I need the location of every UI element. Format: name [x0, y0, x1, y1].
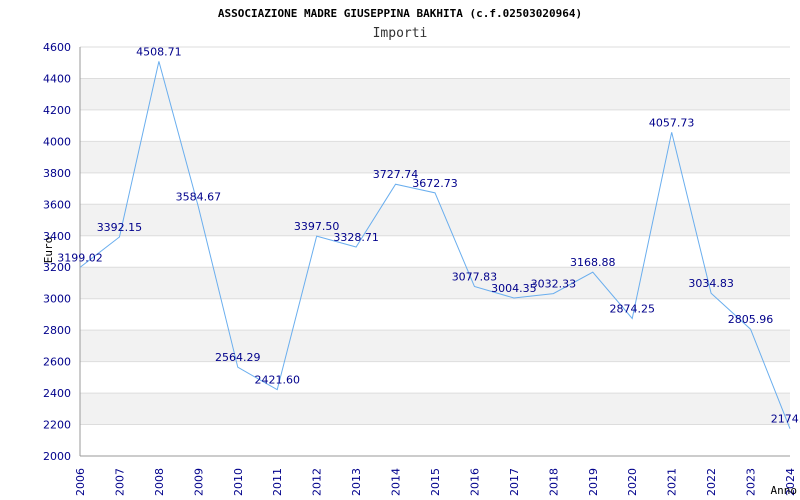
x-tick-label: 2016: [468, 468, 481, 496]
data-label: 3077.83: [452, 270, 498, 283]
y-tick-label: 2000: [43, 450, 71, 463]
grid-band: [80, 393, 790, 425]
data-label: 3392.15: [97, 221, 143, 234]
grid-band: [80, 172, 790, 205]
grid-bands: [80, 46, 790, 457]
data-label: 3727.74: [373, 168, 419, 181]
x-tick-label: 2008: [153, 468, 166, 496]
grid-band: [80, 330, 790, 362]
x-tick-label: 2006: [74, 468, 87, 496]
x-tick-label: 2023: [745, 468, 758, 496]
data-label: 4057.73: [649, 116, 695, 129]
data-label: 2174.0: [771, 413, 800, 426]
data-label: 2421.60: [254, 374, 300, 387]
y-tick-label: 2400: [43, 387, 71, 400]
data-label: 3328.71: [333, 231, 379, 244]
x-tick-label: 2018: [547, 468, 560, 496]
data-labels: 3199.02 3392.15 4508.71 3584.67 2564.29 2421.…: [57, 45, 800, 425]
grid-band: [80, 267, 790, 299]
y-tick-label: 3800: [43, 167, 71, 180]
x-tick-label: 2024: [784, 468, 797, 496]
y-tick-label: 2200: [43, 419, 71, 432]
data-label: 3034.83: [688, 277, 734, 290]
data-label: 3168.88: [570, 256, 616, 269]
y-tick-label: 2600: [43, 356, 71, 369]
data-label: 3199.02: [57, 251, 103, 264]
grid-band: [80, 78, 790, 110]
y-tick-label: 4400: [43, 72, 71, 85]
grid-band: [80, 424, 790, 456]
data-label: 2564.29: [215, 351, 261, 364]
y-tick-label: 4200: [43, 104, 71, 117]
x-tick-label: 2015: [429, 468, 442, 496]
chart-subtitle: Importi: [373, 26, 428, 41]
grid-band: [80, 298, 790, 331]
data-label: 3672.73: [412, 177, 458, 190]
y-tick-label: 3000: [43, 293, 71, 306]
data-label: 4508.71: [136, 45, 182, 58]
x-tick-label: 2010: [232, 468, 245, 496]
grid-band: [80, 204, 790, 236]
x-tick-label: 2011: [271, 468, 284, 496]
data-label: 3397.50: [294, 220, 340, 233]
data-label: 2805.96: [728, 313, 774, 326]
grid-band: [80, 109, 790, 142]
grid-band: [80, 141, 790, 173]
x-tick-label: 2007: [113, 468, 126, 496]
grid-band: [80, 47, 790, 79]
x-tick-label: 2022: [705, 468, 718, 496]
series-line: [79, 61, 791, 429]
y-axis-label: Euro: [42, 237, 55, 264]
data-label: 3584.67: [176, 191, 222, 204]
x-tick-label: 2019: [587, 468, 600, 496]
x-axis-ticks: 2006 2007 2008 2009 2010 2011 2012 2013 2014 2015…: [74, 468, 797, 496]
y-tick-label: 3400: [43, 230, 71, 243]
y-axis-ticks: 2000 2200 2400 2600 2800 3000 3200 3400 3600 3800…: [43, 41, 71, 463]
grid-band: [80, 361, 790, 394]
x-tick-label: 2009: [192, 468, 205, 496]
y-tick-label: 3200: [43, 261, 71, 274]
chart-title: ASSOCIAZIONE MADRE GIUSEPPINA BAKHITA (c…: [218, 7, 582, 20]
x-tick-label: 2021: [666, 468, 679, 496]
data-label: 3004.35: [491, 282, 537, 295]
x-tick-label: 2014: [390, 468, 403, 496]
x-axis-label: Anno: [771, 484, 798, 497]
y-tick-label: 4600: [43, 41, 71, 54]
x-tick-label: 2017: [508, 468, 521, 496]
data-label: 3032.33: [531, 278, 577, 291]
y-tick-label: 4000: [43, 135, 71, 148]
x-tick-label: 2012: [311, 468, 324, 496]
data-label: 2874.25: [609, 302, 655, 315]
x-tick-label: 2013: [350, 468, 363, 496]
y-tick-label: 2800: [43, 324, 71, 337]
y-tick-label: 3600: [43, 198, 71, 211]
grid-band: [80, 235, 790, 268]
x-tick-label: 2020: [626, 468, 639, 496]
